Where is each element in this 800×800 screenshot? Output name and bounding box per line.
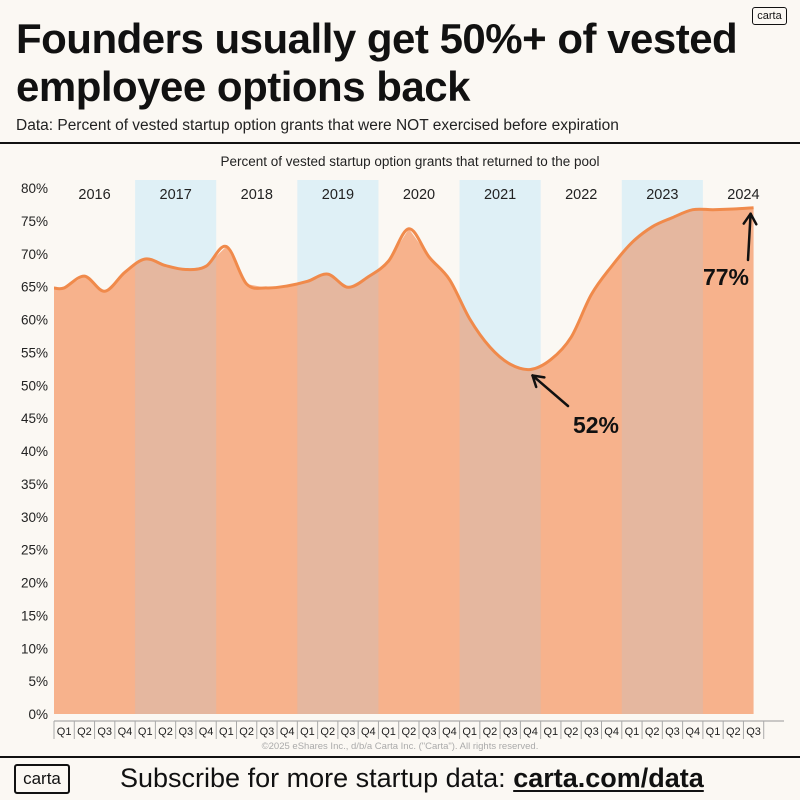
y-tick-label: 35%: [21, 477, 48, 492]
y-tick-label: 45%: [21, 411, 48, 426]
y-tick-label: 80%: [21, 181, 48, 196]
y-tick-label: 10%: [21, 641, 48, 656]
x-tick-label: Q2: [402, 726, 417, 738]
x-tick-label: Q4: [604, 726, 619, 738]
x-tick-label: Q3: [503, 726, 518, 738]
x-tick-label: Q1: [706, 726, 721, 738]
x-tick-label: Q4: [361, 726, 376, 738]
x-tick-label: Q1: [625, 726, 640, 738]
x-tick-label: Q1: [57, 726, 72, 738]
annotations: 52% 77%: [531, 212, 758, 438]
y-tick-label: 30%: [21, 510, 48, 525]
year-label-2024: 2024: [727, 187, 759, 203]
year-label-2023: 2023: [646, 187, 678, 203]
y-tick-label: 15%: [21, 608, 48, 623]
year-label-2018: 2018: [241, 187, 273, 203]
y-tick-label: 50%: [21, 378, 48, 393]
footer-cta: Subscribe for more startup data: carta.c…: [120, 760, 704, 796]
carta-logo-text: carta: [757, 10, 782, 22]
area-overlap-2017: [135, 207, 217, 714]
year-label-2017: 2017: [160, 187, 192, 203]
y-tick-label: 5%: [28, 674, 48, 689]
x-tick-label: Q2: [726, 726, 741, 738]
x-tick-label: Q4: [685, 726, 700, 738]
page-title: Founders usually get 50%+ of vested empl…: [16, 15, 738, 110]
x-tick-label: Q4: [199, 726, 214, 738]
top-divider: [0, 142, 800, 144]
year-label-2016: 2016: [78, 187, 110, 203]
annotation-low-label: 52%: [573, 412, 619, 438]
x-tick-label: Q2: [320, 726, 335, 738]
x-tick-label: Q2: [483, 726, 498, 738]
carta-logo: carta: [752, 7, 787, 25]
x-tick-label: Q2: [239, 726, 254, 738]
area-overlap-2023: [621, 207, 703, 714]
line-layer: [53, 206, 754, 372]
footer-cta-text: Subscribe for more startup data:: [120, 763, 514, 793]
year-label-2022: 2022: [565, 187, 597, 203]
x-tick-label: Q2: [645, 726, 660, 738]
x-tick-label: Q1: [381, 726, 396, 738]
x-tick-label: Q2: [158, 726, 173, 738]
carta-logo-footer[interactable]: carta: [14, 764, 70, 794]
x-tick-label: Q3: [746, 726, 761, 738]
x-tick-label: Q1: [462, 726, 477, 738]
x-tick-label: Q4: [442, 726, 457, 738]
y-tick-label: 60%: [21, 313, 48, 328]
axes: 0% 5% 10% 15% 20% 25% 30% 35% 40% 45% 50% 55% 60% 65%…: [21, 181, 784, 739]
x-tick-label: Q3: [341, 726, 356, 738]
x-tick-label: Q4: [118, 726, 133, 738]
carta-logo-footer-text: carta: [23, 769, 61, 788]
bottom-divider: [0, 756, 800, 758]
year-labels: 2016 2017 2018 2019 2020 2021 2022 2023 2024: [78, 187, 759, 203]
annotation-low-arrow: [531, 374, 570, 408]
x-tick-label: Q4: [280, 726, 295, 738]
x-tick-label: Q3: [178, 726, 193, 738]
y-tick-label: 20%: [21, 576, 48, 591]
year-label-2019: 2019: [322, 187, 354, 203]
x-tick-label: Q1: [300, 726, 315, 738]
chart: 0% 5% 10% 15% 20% 25% 30% 35% 40% 45% 50% 55% 60% 65%…: [21, 154, 784, 752]
y-tick-label: 65%: [21, 280, 48, 295]
footer-link[interactable]: carta.com/data: [513, 763, 704, 793]
area-overlap-2019: [297, 207, 379, 714]
area-layer: [54, 207, 754, 714]
x-tick-label: Q1: [543, 726, 558, 738]
y-tick-label: 25%: [21, 543, 48, 558]
y-tick-label: 40%: [21, 444, 48, 459]
y-tick-label: 70%: [21, 247, 48, 262]
y-tick-label: 55%: [21, 345, 48, 360]
chart-title: Percent of vested startup option grants …: [221, 154, 600, 169]
x-tick-label: Q3: [584, 726, 599, 738]
area-fill: [54, 207, 754, 714]
annotation-low-arrow-head: [531, 374, 546, 389]
x-tick-label: Q3: [665, 726, 680, 738]
x-tick-label: Q3: [97, 726, 112, 738]
y-tick-label: 75%: [21, 214, 48, 229]
annotation-high-label: 77%: [703, 264, 749, 290]
series-line: [53, 206, 754, 372]
year-label-2021: 2021: [484, 187, 516, 203]
page-subtitle: Data: Percent of vested startup option g…: [16, 117, 619, 134]
x-tick-label: Q2: [564, 726, 579, 738]
x-tick-label: Q1: [138, 726, 153, 738]
copyright-note: ©2025 eShares Inc., d/b/a Carta Inc. ("C…: [262, 741, 539, 752]
x-tick-label: Q3: [260, 726, 275, 738]
annotation-high-arrow-head: [742, 212, 758, 226]
x-tick-label: Q1: [219, 726, 234, 738]
y-tick-label: 0%: [28, 707, 48, 722]
x-tick-label: Q2: [77, 726, 92, 738]
year-label-2020: 2020: [403, 187, 435, 203]
x-tick-label: Q3: [422, 726, 437, 738]
annotation-high-arrow: [746, 212, 752, 262]
x-tick-label: Q4: [523, 726, 538, 738]
